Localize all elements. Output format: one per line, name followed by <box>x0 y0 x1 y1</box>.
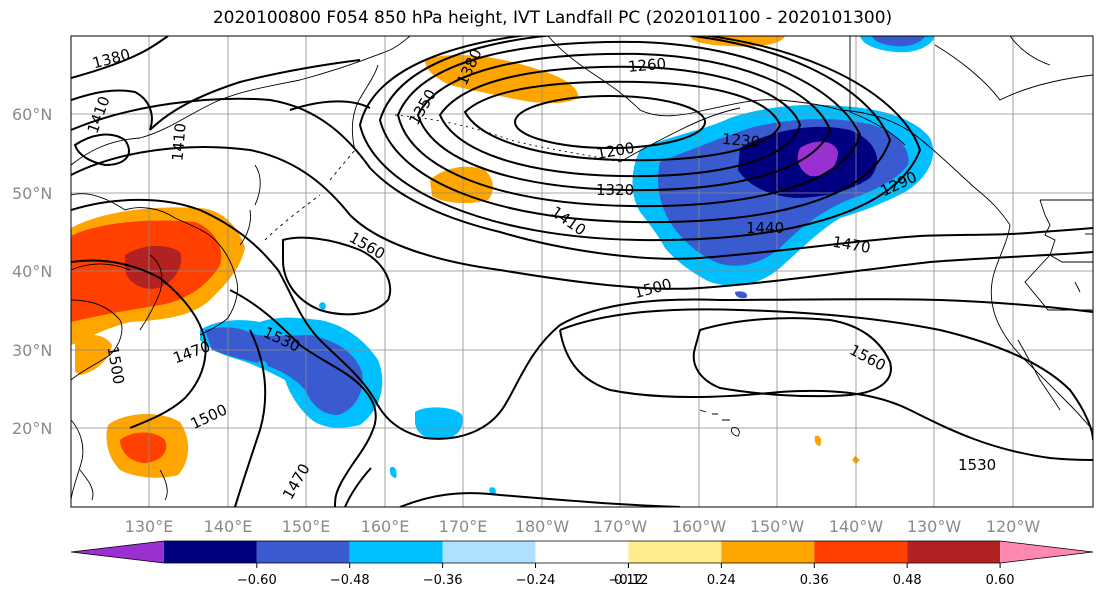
ivt-negative-anomaly-west <box>200 302 496 496</box>
colorbar-tick-label: 0.48 <box>893 573 922 588</box>
contour-label: 1260 <box>627 55 667 76</box>
ivt-negative-anomaly-gulf <box>632 104 934 299</box>
lon-label: 150°W <box>750 517 805 536</box>
colorbar-segment <box>535 541 629 563</box>
graticule <box>71 36 1093 507</box>
colorbar-tick-label: 0.36 <box>800 573 829 588</box>
colorbar-tick-label: −0.24 <box>516 573 556 588</box>
colorbar-tick-label: −0.36 <box>423 573 463 588</box>
longitude-labels: 130°E 140°E 150°E 160°E 170°E 180°W 170°… <box>125 517 1041 536</box>
ivt-negative-anomaly-canada <box>860 36 935 53</box>
height-contours <box>71 36 1093 507</box>
lat-label: 40°N <box>12 262 52 281</box>
colorbar-tick-label: 0.60 <box>986 573 1015 588</box>
colorbar-segment <box>442 541 536 563</box>
lat-label: 60°N <box>12 105 52 124</box>
contour-label: 1320 <box>596 181 634 199</box>
map-frame <box>70 35 1094 508</box>
lon-label: 120°W <box>986 517 1041 536</box>
colorbar-ticks: −0.60 −0.48 −0.36 −0.24 −0.120.12 0.24 0.36 0.4… <box>237 563 1015 588</box>
contour-label: 1530 <box>958 456 996 474</box>
colorbar-extend-max <box>1000 541 1093 563</box>
colorbar-tick-label: 0.12 <box>614 573 643 588</box>
colorbar-segment <box>814 541 908 563</box>
colorbar-outline <box>70 540 1094 564</box>
colorbar-tick-label: 0.24 <box>707 573 736 588</box>
colorbar-tick-label: −0.12 <box>609 573 649 588</box>
ivt-positive-anomaly-south <box>106 414 189 478</box>
lon-label: 170°W <box>593 517 648 536</box>
lon-label: 180°W <box>515 517 570 536</box>
lon-label: 130°E <box>125 517 174 536</box>
colorbar-segment <box>907 541 1001 563</box>
lon-label: 160°W <box>672 517 727 536</box>
lon-label: 150°E <box>282 517 331 536</box>
lat-label: 30°N <box>12 341 52 360</box>
colorbar-segment <box>163 541 257 563</box>
contour-label: 1440 <box>746 219 784 237</box>
latitude-labels: 60°N 50°N 40°N 30°N 20°N <box>12 105 52 438</box>
lat-label: 50°N <box>12 184 52 203</box>
colorbar-tick-label: −0.60 <box>237 573 277 588</box>
lon-label: 140°E <box>204 517 253 536</box>
contour-label: 1410 <box>168 122 189 162</box>
colorbar-segment <box>256 541 350 563</box>
lon-label: 140°W <box>829 517 884 536</box>
colorbar <box>70 540 1094 564</box>
colorbar-extend-min <box>71 541 164 563</box>
lon-label: 160°E <box>361 517 410 536</box>
colorbar-tick-label: −0.48 <box>330 573 370 588</box>
colorbar-segment <box>721 541 815 563</box>
colorbar-segment <box>349 541 443 563</box>
lon-label: 130°W <box>907 517 962 536</box>
lat-label: 20°N <box>12 419 52 438</box>
colorbar-segment <box>628 541 722 563</box>
lon-label: 170°E <box>439 517 488 536</box>
contour-label: 1230 <box>721 130 761 151</box>
map-title: 2020100800 F054 850 hPa height, IVT Land… <box>212 8 893 28</box>
